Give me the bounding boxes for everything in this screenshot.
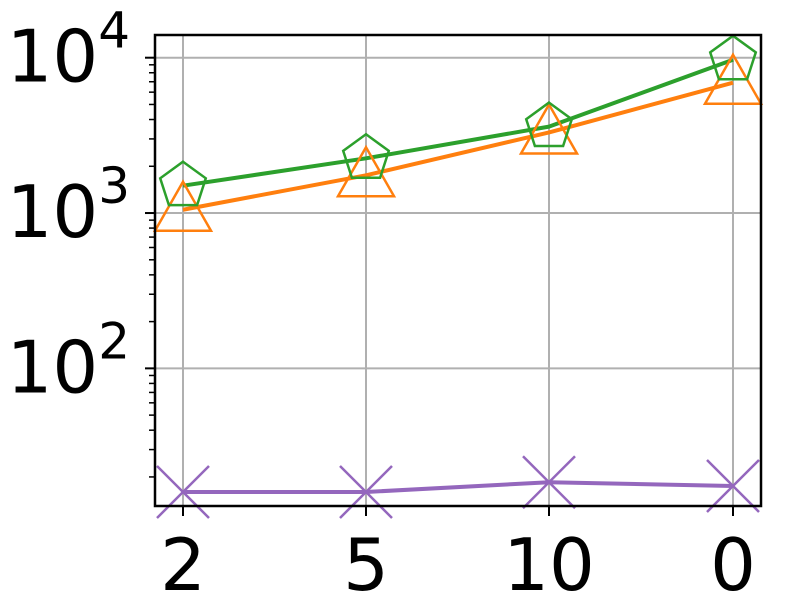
pentagon-icon	[708, 34, 758, 81]
pentagon-icon	[341, 132, 391, 179]
plot-frame	[153, 33, 763, 508]
x-icon	[156, 465, 210, 519]
triangle-up-icon	[518, 101, 580, 155]
x-icon	[339, 465, 393, 519]
x-tick-label: 2	[160, 523, 206, 595]
grid	[155, 35, 761, 506]
x-icon	[706, 459, 760, 513]
ticks	[145, 56, 734, 516]
tick-labels: 2 5 10 0 102 103 104	[7, 2, 756, 595]
triangle-up-icon	[335, 144, 397, 198]
y-tick-label: 103	[7, 157, 130, 254]
series-line	[183, 480, 734, 494]
series-lines	[182, 57, 734, 494]
markers	[152, 34, 764, 519]
pentagon-icon	[524, 101, 574, 148]
y-tick-label: 104	[7, 2, 130, 99]
x-tick-label: 5	[343, 523, 389, 595]
pentagon-icon	[158, 160, 208, 207]
x-tick-label: 10	[503, 523, 595, 595]
y-tick-label: 102	[7, 312, 130, 409]
series-line	[182, 80, 734, 212]
x-icon	[522, 455, 576, 510]
x-tick-label: 0	[710, 523, 756, 595]
series-line	[182, 57, 734, 188]
